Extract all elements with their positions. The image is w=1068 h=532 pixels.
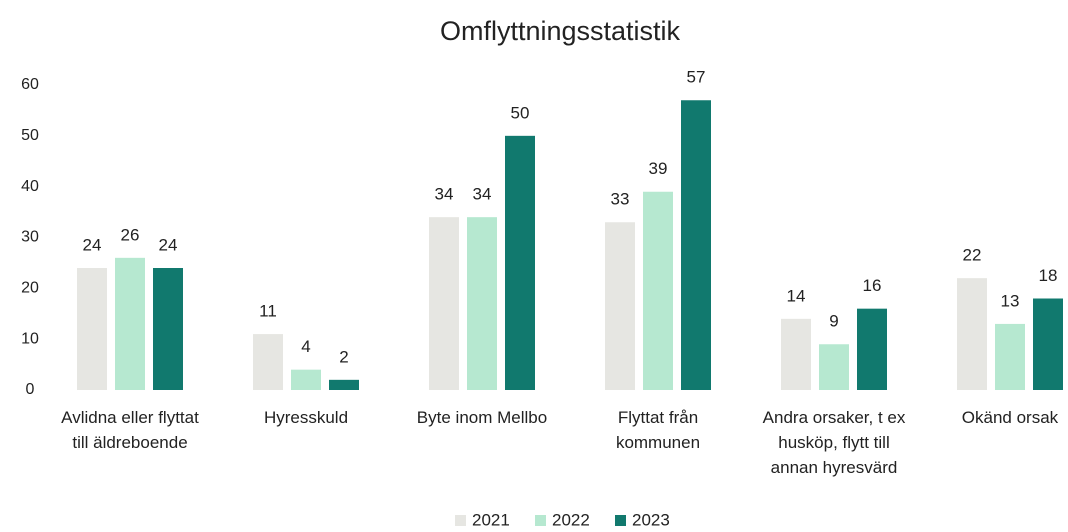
y-tick-label: 40 — [21, 178, 39, 195]
bar — [505, 135, 535, 390]
x-tick-label: Flyttat från kommunen — [615, 408, 701, 452]
bar — [857, 308, 887, 390]
value-label: 16 — [863, 276, 882, 295]
bar — [115, 257, 145, 390]
legend-label: 2022 — [552, 510, 590, 529]
value-label: 2 — [339, 347, 348, 366]
bar — [467, 217, 497, 390]
value-label: 50 — [511, 103, 530, 122]
y-tick-label: 20 — [21, 280, 39, 297]
bar — [77, 268, 107, 390]
value-label: 9 — [829, 312, 838, 331]
y-tick-label: 50 — [21, 127, 39, 144]
value-label: 33 — [611, 190, 630, 209]
legend-label: 2023 — [632, 510, 670, 529]
bar — [153, 268, 183, 390]
bar — [291, 369, 321, 390]
chart-title: Omflyttningsstatistik — [440, 16, 681, 46]
y-tick-label: 10 — [21, 330, 39, 347]
bar — [957, 278, 987, 390]
legend-swatch — [615, 515, 626, 526]
bar — [329, 379, 359, 390]
value-label: 18 — [1039, 266, 1058, 285]
x-tick-label: Okänd orsak — [961, 408, 1059, 427]
bar — [643, 191, 673, 390]
value-label: 4 — [301, 337, 310, 356]
bar — [1033, 298, 1063, 390]
value-label: 14 — [787, 286, 806, 305]
y-tick-label: 60 — [21, 76, 39, 93]
value-label: 24 — [159, 235, 178, 254]
bar — [681, 100, 711, 390]
value-label: 34 — [435, 185, 454, 204]
y-tick-label: 30 — [21, 229, 39, 246]
legend-swatch — [455, 515, 466, 526]
bar — [429, 217, 459, 390]
x-tick-label: Avlidna eller flyttat till äldreboende — [61, 408, 199, 452]
bar — [781, 318, 811, 390]
value-label: 11 — [259, 302, 277, 321]
bar — [995, 323, 1025, 390]
legend-swatch — [535, 515, 546, 526]
value-label: 34 — [473, 185, 492, 204]
y-tick-label: 0 — [26, 381, 35, 398]
bar — [819, 344, 849, 390]
value-label: 24 — [83, 235, 102, 254]
value-label: 13 — [1001, 291, 1020, 310]
x-tick-label: Byte inom Mellbo — [416, 408, 548, 427]
x-tick-label: Andra orsaker, t ex husköp, flytt till a… — [762, 408, 906, 477]
bar — [253, 334, 283, 390]
x-tick-label: Hyresskuld — [263, 408, 349, 427]
value-label: 26 — [121, 225, 140, 244]
legend-label: 2021 — [472, 510, 510, 529]
value-label: 39 — [649, 159, 668, 178]
bar — [605, 222, 635, 390]
value-label: 22 — [963, 246, 982, 265]
value-label: 57 — [687, 68, 706, 87]
